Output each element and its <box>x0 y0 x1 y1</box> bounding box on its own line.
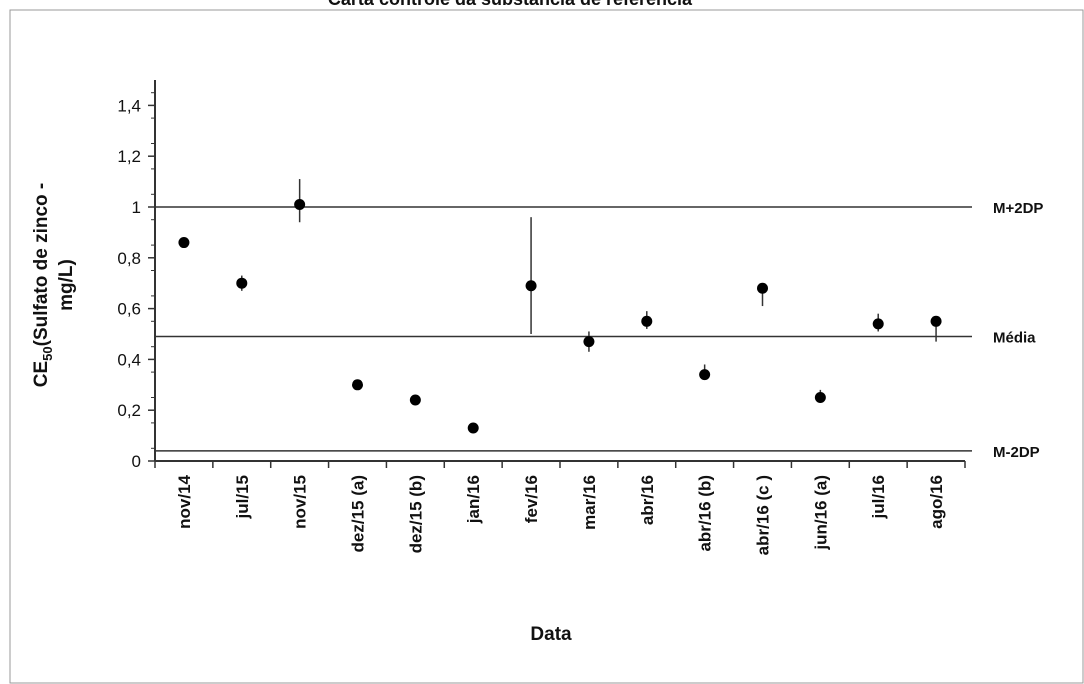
data-points <box>178 179 942 434</box>
data-point <box>872 318 884 330</box>
y-ticks: 0 0,2 0,4 0,6 0,8 1 1,2 1,4 <box>117 92 155 471</box>
x-category-label: jun/16 (a) <box>811 475 830 551</box>
x-category-label: nov/15 <box>291 475 310 529</box>
y-tick-label: 1 <box>132 198 141 217</box>
y-tick-label: 1,2 <box>117 147 141 166</box>
x-category-label: jan/16 <box>464 475 483 524</box>
data-point <box>814 392 826 403</box>
data-point <box>699 369 711 381</box>
x-category-label: dez/15 (a) <box>349 475 368 552</box>
y-tick-label: 0,2 <box>117 401 141 420</box>
data-point <box>352 379 363 391</box>
reference-lines: M+2DP Média M-2DP <box>155 200 1043 461</box>
y-axis-title-line1: CE50(Sulfato de zinco - <box>31 183 55 387</box>
x-category-label: mar/16 <box>580 475 599 530</box>
y-tick-label: 0 <box>132 452 141 471</box>
y-tick-label: 0,4 <box>117 350 141 369</box>
x-category-label: jul/15 <box>233 475 252 519</box>
y-tick-label: 0,6 <box>117 300 141 319</box>
data-point <box>757 282 768 294</box>
data-point <box>467 422 479 434</box>
x-ticks: nov/14 jul/15 nov/15 dez/15 (a) dez/15 (b) ja… <box>154 461 966 555</box>
y-axis-title: CE50(Sulfato de zinco - mg/L) <box>31 183 77 387</box>
x-category-label: dez/15 (b) <box>406 475 425 553</box>
y-axis-title-rest: (Sulfato de zinco - <box>31 183 52 347</box>
y-axis-title-line2: mg/L) <box>56 259 77 311</box>
y-axis-title-subscript: 50 <box>40 346 55 360</box>
x-category-label: abr/16 (c ) <box>754 475 773 555</box>
reference-line-label: M-2DP <box>993 444 1040 461</box>
reference-line-label: Média <box>993 330 1036 347</box>
x-axis-title: Data <box>530 624 572 645</box>
data-point <box>930 315 942 327</box>
x-category-label: fev/16 <box>522 475 541 523</box>
x-category-label: abr/16 <box>638 475 657 525</box>
reference-line-label: M+2DP <box>993 200 1043 217</box>
x-category-label: abr/16 (b) <box>696 475 715 552</box>
data-point <box>525 280 537 292</box>
y-tick-label: 0,8 <box>117 249 141 268</box>
data-point <box>236 277 248 289</box>
chart-frame-border <box>9 9 1084 684</box>
x-category-label: jul/16 <box>869 475 888 519</box>
data-point <box>641 315 653 327</box>
y-tick-label: 1,4 <box>117 96 141 115</box>
chart-title: Carta controle da substância de referênc… <box>328 0 693 9</box>
x-category-label: ago/16 <box>927 475 946 529</box>
data-point <box>409 394 421 406</box>
y-axis-title-prefix: CE <box>31 361 52 387</box>
data-point <box>583 336 595 348</box>
x-category-label: nov/14 <box>175 474 194 528</box>
data-point <box>294 198 306 210</box>
data-point <box>178 237 190 249</box>
